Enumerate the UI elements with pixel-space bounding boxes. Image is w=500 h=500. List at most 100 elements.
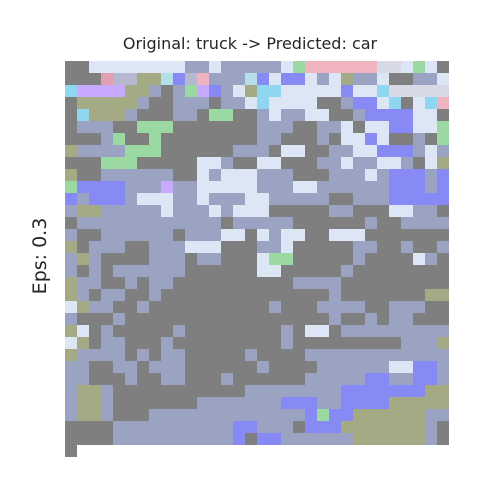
image-pixel <box>149 193 161 205</box>
image-pixel <box>185 349 197 361</box>
image-pixel <box>317 73 329 85</box>
image-pixel <box>173 181 185 193</box>
image-pixel <box>269 313 281 325</box>
image-pixel <box>281 181 293 193</box>
image-pixel <box>65 349 77 361</box>
image-pixel <box>245 385 257 397</box>
image-pixel <box>257 325 269 337</box>
image-pixel <box>329 85 341 97</box>
image-pixel <box>353 325 365 337</box>
image-pixel <box>329 97 341 109</box>
image-pixel <box>305 421 317 433</box>
image-pixel <box>233 433 245 445</box>
image-pixel <box>329 361 341 373</box>
image-pixel <box>77 421 89 433</box>
image-pixel <box>413 289 425 301</box>
image-pixel <box>209 133 221 145</box>
image-pixel <box>341 121 353 133</box>
image-pixel <box>437 61 449 73</box>
image-pixel <box>281 313 293 325</box>
image-pixel <box>317 229 329 241</box>
image-pixel <box>173 145 185 157</box>
image-pixel <box>161 85 173 97</box>
image-pixel <box>365 277 377 289</box>
image-pixel <box>413 265 425 277</box>
image-pixel <box>365 301 377 313</box>
image-pixel <box>65 421 77 433</box>
image-pixel <box>89 97 101 109</box>
image-pixel <box>341 73 353 85</box>
image-pixel <box>353 253 365 265</box>
image-pixel <box>197 145 209 157</box>
image-pixel <box>269 409 281 421</box>
image-pixel <box>317 181 329 193</box>
image-pixel <box>221 229 233 241</box>
image-pixel <box>353 289 365 301</box>
image-pixel <box>329 277 341 289</box>
image-pixel <box>89 325 101 337</box>
image-pixel <box>89 205 101 217</box>
image-pixel <box>77 85 89 97</box>
image-pixel <box>77 349 89 361</box>
image-pixel <box>257 265 269 277</box>
image-pixel <box>365 337 377 349</box>
image-pixel <box>293 145 305 157</box>
image-pixel <box>425 337 437 349</box>
image-pixel <box>329 73 341 85</box>
image-pixel <box>317 85 329 97</box>
image-pixel <box>149 313 161 325</box>
image-pixel <box>341 253 353 265</box>
image-pixel <box>137 145 149 157</box>
image-pixel <box>173 373 185 385</box>
image-pixel <box>185 169 197 181</box>
image-pixel <box>101 145 113 157</box>
image-pixel <box>425 85 437 97</box>
image-pixel <box>365 205 377 217</box>
image-pixel <box>413 349 425 361</box>
image-pixel <box>353 397 365 409</box>
image-pixel <box>329 205 341 217</box>
image-pixel <box>137 85 149 97</box>
image-pixel <box>89 265 101 277</box>
image-pixel <box>341 301 353 313</box>
image-pixel <box>137 193 149 205</box>
image-pixel <box>257 433 269 445</box>
y-axis-label: Eps: 0.3 <box>29 217 51 295</box>
image-pixel <box>65 241 77 253</box>
image-pixel <box>113 193 125 205</box>
image-pixel <box>281 253 293 265</box>
image-pixel <box>425 325 437 337</box>
image-pixel <box>77 301 89 313</box>
image-pixel <box>65 385 77 397</box>
image-pixel <box>365 133 377 145</box>
image-pixel <box>161 61 173 73</box>
image-pixel <box>113 337 125 349</box>
image-pixel <box>437 385 449 397</box>
image-pixel <box>365 145 377 157</box>
image-pixel <box>161 361 173 373</box>
image-pixel <box>293 157 305 169</box>
image-pixel <box>257 229 269 241</box>
image-pixel <box>437 97 449 109</box>
image-pixel <box>269 253 281 265</box>
image-pixel <box>185 229 197 241</box>
image-pixel <box>221 85 233 97</box>
image-pixel <box>437 217 449 229</box>
image-pixel <box>401 265 413 277</box>
image-pixel <box>365 169 377 181</box>
image-pixel <box>413 385 425 397</box>
image-pixel <box>353 181 365 193</box>
image-pixel <box>389 229 401 241</box>
image-pixel <box>377 433 389 445</box>
image-pixel <box>221 109 233 121</box>
image-pixel <box>185 85 197 97</box>
image-pixel <box>389 409 401 421</box>
image-pixel <box>173 289 185 301</box>
image-pixel <box>89 73 101 85</box>
image-pixel <box>281 145 293 157</box>
image-pixel <box>101 265 113 277</box>
image-pixel <box>101 361 113 373</box>
image-pixel <box>245 313 257 325</box>
image-pixel <box>77 373 89 385</box>
image-pixel <box>197 421 209 433</box>
